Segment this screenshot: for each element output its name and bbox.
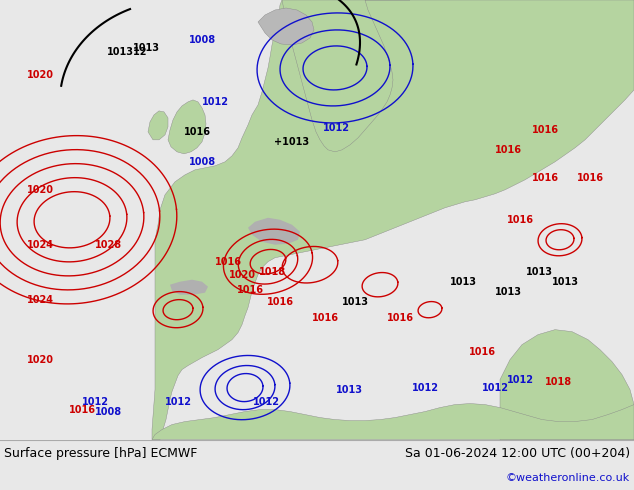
Text: 1016: 1016: [311, 313, 339, 322]
Text: 1012: 1012: [202, 97, 228, 107]
Text: 1016: 1016: [507, 215, 533, 225]
Text: 1024: 1024: [27, 240, 53, 250]
Text: 1012: 1012: [481, 383, 508, 392]
Text: 1018: 1018: [259, 267, 287, 277]
Polygon shape: [258, 8, 314, 45]
Polygon shape: [168, 100, 206, 154]
Polygon shape: [248, 218, 300, 245]
Text: 1013: 1013: [495, 287, 522, 296]
Text: 1024: 1024: [27, 294, 53, 305]
Text: 1020: 1020: [27, 355, 53, 365]
Text: 1012: 1012: [411, 383, 439, 392]
Text: 1013: 1013: [526, 267, 552, 277]
Text: 1008: 1008: [190, 35, 217, 45]
Text: 1012: 1012: [323, 123, 349, 133]
Text: 1016: 1016: [183, 127, 210, 137]
Text: 1020: 1020: [27, 185, 53, 195]
Text: 1016: 1016: [495, 145, 522, 155]
Text: 1008: 1008: [94, 407, 122, 416]
Text: 1028: 1028: [94, 240, 122, 250]
Text: 1016: 1016: [576, 173, 604, 183]
Polygon shape: [152, 404, 634, 440]
Text: 1012: 1012: [164, 396, 191, 407]
Text: 1012: 1012: [252, 396, 280, 407]
Polygon shape: [500, 330, 634, 440]
Text: 1016: 1016: [469, 346, 496, 357]
Polygon shape: [148, 111, 168, 140]
Text: 1016: 1016: [214, 257, 242, 267]
Polygon shape: [170, 280, 208, 294]
Text: 1013: 1013: [342, 296, 368, 307]
Text: 1016: 1016: [236, 285, 264, 294]
Text: 1013: 1013: [133, 43, 160, 53]
Text: ©weatheronline.co.uk: ©weatheronline.co.uk: [506, 473, 630, 483]
Text: 1008: 1008: [190, 157, 217, 167]
Text: +1013: +1013: [275, 137, 309, 147]
Text: 1020: 1020: [27, 70, 53, 80]
Text: 1016: 1016: [68, 405, 96, 415]
Text: 1012: 1012: [82, 396, 108, 407]
Polygon shape: [282, 0, 410, 152]
Text: 1013: 1013: [335, 385, 363, 394]
Text: 1016: 1016: [531, 125, 559, 135]
Text: 101312: 101312: [107, 47, 147, 57]
Text: 1018: 1018: [545, 377, 572, 387]
Text: 1013: 1013: [552, 277, 578, 287]
Text: Sa 01-06-2024 12:00 UTC (00+204): Sa 01-06-2024 12:00 UTC (00+204): [405, 447, 630, 460]
Polygon shape: [152, 0, 634, 440]
Text: 1012: 1012: [507, 374, 533, 385]
Text: 1013: 1013: [450, 277, 477, 287]
Text: 1016: 1016: [531, 173, 559, 183]
Text: 1016: 1016: [266, 296, 294, 307]
Text: 1016: 1016: [387, 313, 413, 322]
Text: 1020: 1020: [228, 270, 256, 280]
Text: Surface pressure [hPa] ECMWF: Surface pressure [hPa] ECMWF: [4, 447, 197, 460]
